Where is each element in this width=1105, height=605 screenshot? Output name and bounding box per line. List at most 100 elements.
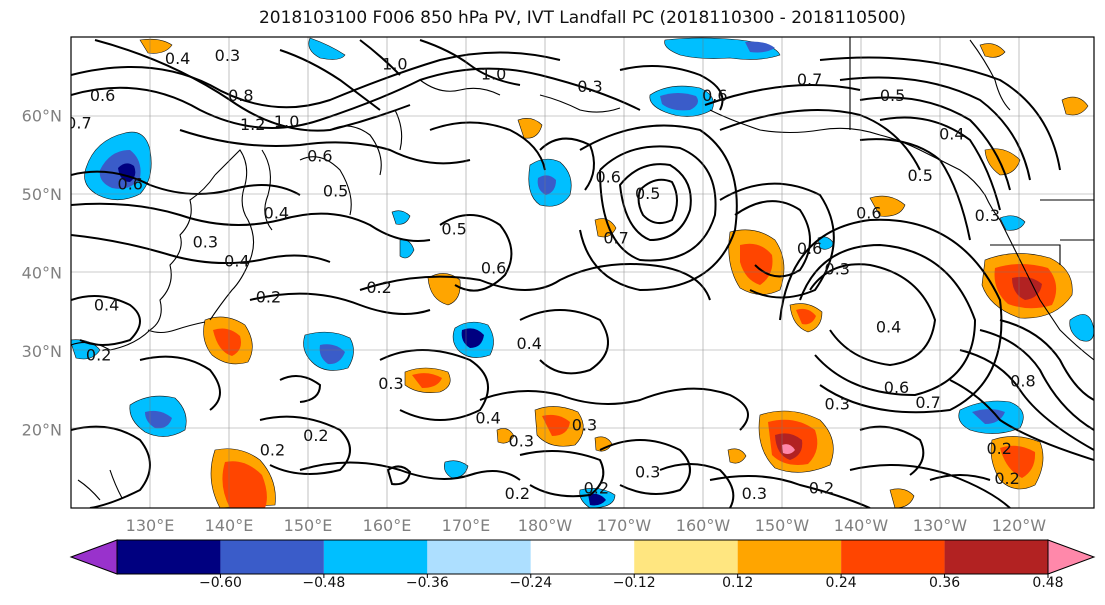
longitude-tick-label: 170°W bbox=[597, 516, 652, 535]
positive-anomaly-patch bbox=[412, 373, 442, 388]
positive-anomaly-patch bbox=[542, 414, 570, 436]
colorbar-tick-label: 0.36 bbox=[929, 575, 960, 591]
contour-label: 1.0 bbox=[274, 112, 299, 131]
contour-label: 0.3 bbox=[975, 206, 1000, 225]
contour-label: 0.4 bbox=[876, 317, 901, 336]
negative-anomaly-patch bbox=[444, 460, 469, 479]
positive-anomaly-patch bbox=[1061, 96, 1089, 116]
negative-anomaly-patch bbox=[461, 328, 484, 348]
colorbar-bin bbox=[944, 540, 1048, 574]
contour-label: 0.6 bbox=[856, 204, 881, 223]
positive-anomaly-patch bbox=[869, 195, 906, 217]
contour-label: 0.5 bbox=[441, 219, 466, 238]
colorbar-tick-label: 0.12 bbox=[722, 575, 753, 591]
longitude-tick-label: 120°W bbox=[992, 516, 1047, 535]
contour-label: 0.4 bbox=[224, 252, 249, 271]
contour-label: 0.6 bbox=[481, 259, 506, 278]
longitude-labels: 130°E 140°E 150°E 160°E 170°E 180°W 170°W 160°W… bbox=[126, 516, 1047, 535]
contour-label: 0.3 bbox=[193, 233, 218, 252]
positive-anomaly-patch bbox=[139, 38, 173, 54]
contour-label: 0.2 bbox=[584, 478, 609, 497]
contour-label: 0.4 bbox=[264, 204, 289, 223]
contour-label: 0.5 bbox=[323, 182, 348, 201]
contour-label: 0.4 bbox=[165, 49, 190, 68]
negative-anomaly-patch bbox=[745, 41, 775, 53]
contour-label: 0.6 bbox=[797, 239, 822, 258]
map-background bbox=[71, 37, 1094, 508]
positive-anomaly-patch bbox=[979, 43, 1006, 58]
colorbar-bin bbox=[117, 540, 221, 574]
negative-anomaly-patch bbox=[1069, 314, 1094, 342]
contour-label: 0.3 bbox=[378, 374, 403, 393]
positive-anomaly-patch bbox=[740, 243, 773, 285]
contour-label: 0.3 bbox=[825, 394, 850, 413]
longitude-tick-label: 160°W bbox=[676, 516, 731, 535]
contour-label: 0.3 bbox=[572, 416, 597, 435]
colorbar-tick-label: −0.48 bbox=[302, 575, 345, 591]
contour-label: 0.7 bbox=[66, 113, 91, 132]
longitude-tick-label: 150°E bbox=[284, 516, 333, 535]
contour-label: 0.5 bbox=[635, 184, 660, 203]
negative-anomaly-patch bbox=[391, 210, 411, 225]
positive-anomaly-patch bbox=[984, 148, 1021, 176]
positive-anomaly-patch bbox=[782, 444, 795, 454]
colorbar-tick-label: 0.48 bbox=[1032, 575, 1063, 591]
negative-anomaly-patch bbox=[588, 493, 606, 506]
colorbar-extend-low bbox=[69, 539, 118, 575]
colorbar-tick-label: −0.60 bbox=[199, 575, 242, 591]
colorbar-tick-label: −0.36 bbox=[406, 575, 449, 591]
latitude-tick-label: 50°N bbox=[22, 185, 62, 204]
contour-label: 0.6 bbox=[702, 86, 727, 105]
colorbar-tick-label: −0.24 bbox=[509, 575, 552, 591]
contour-label: 0.2 bbox=[86, 346, 111, 365]
positive-anomaly-patch bbox=[1012, 276, 1042, 300]
latitude-tick-label: 40°N bbox=[22, 264, 62, 283]
negative-anomaly-patch bbox=[145, 410, 172, 429]
contour-label: 0.3 bbox=[742, 484, 767, 503]
negative-anomaly-patch bbox=[319, 344, 345, 365]
contour-label: 1.0 bbox=[382, 54, 407, 73]
contour-labels: 0.4 0.3 1.0 1.0 0.8 1.2 1.0 0.6 0.5 0.4 0.3 0.4 0.2 0… bbox=[66, 46, 1036, 503]
contour-label: 0.4 bbox=[94, 295, 119, 314]
contour-label: 0.5 bbox=[907, 166, 932, 185]
shading-layer bbox=[71, 37, 1094, 508]
negative-anomaly-patch bbox=[660, 93, 698, 111]
contour-label: 1.0 bbox=[481, 65, 506, 84]
contour-label: 0.5 bbox=[880, 86, 905, 105]
contour-label: 1.2 bbox=[240, 115, 265, 134]
latitude-labels: 60°N 50°N 40°N 30°N 20°N bbox=[22, 107, 62, 440]
contour-label: 0.6 bbox=[90, 86, 115, 105]
colorbar-tick-label: −0.12 bbox=[613, 575, 656, 591]
positive-anomaly-patch bbox=[727, 448, 747, 464]
positive-anomaly-patch bbox=[496, 428, 515, 444]
contour-label: 0.2 bbox=[809, 478, 834, 497]
colorbar-bin bbox=[427, 540, 531, 574]
contour-label: 0.3 bbox=[215, 46, 240, 65]
contour-label: 0.3 bbox=[577, 77, 602, 96]
contour-label: 0.4 bbox=[475, 409, 500, 428]
coastlines bbox=[71, 37, 1094, 501]
colorbar-bin bbox=[737, 540, 842, 574]
longitude-tick-label: 160°E bbox=[363, 516, 412, 535]
contour-label: 0.7 bbox=[915, 393, 940, 412]
colorbar-bin bbox=[323, 540, 428, 574]
contour-label: 0.2 bbox=[260, 441, 285, 460]
contour-label: 0.2 bbox=[256, 288, 281, 307]
longitude-tick-label: 130°E bbox=[126, 516, 175, 535]
map-frame bbox=[70, 36, 1095, 509]
colorbar-bin bbox=[841, 540, 945, 574]
map-layers: 0.4 0.3 1.0 1.0 0.8 1.2 1.0 0.6 0.5 0.4 0.3 0.4 0.2 0… bbox=[66, 37, 1094, 508]
longitude-tick-label: 170°E bbox=[442, 516, 491, 535]
contour-label: 0.6 bbox=[118, 175, 143, 194]
latitude-tick-label: 30°N bbox=[22, 342, 62, 361]
latitude-tick-label: 60°N bbox=[22, 107, 62, 126]
colorbar-bin bbox=[220, 540, 324, 574]
contour-label: 0.6 bbox=[307, 146, 332, 165]
latitude-tick-label: 20°N bbox=[22, 421, 62, 440]
longitude-tick-label: 140°E bbox=[205, 516, 254, 535]
contour-label: 0.3 bbox=[635, 463, 660, 482]
contour-label: 0.7 bbox=[797, 70, 822, 89]
contour-label: 0.2 bbox=[994, 469, 1019, 488]
positive-anomaly-patch bbox=[427, 273, 461, 306]
